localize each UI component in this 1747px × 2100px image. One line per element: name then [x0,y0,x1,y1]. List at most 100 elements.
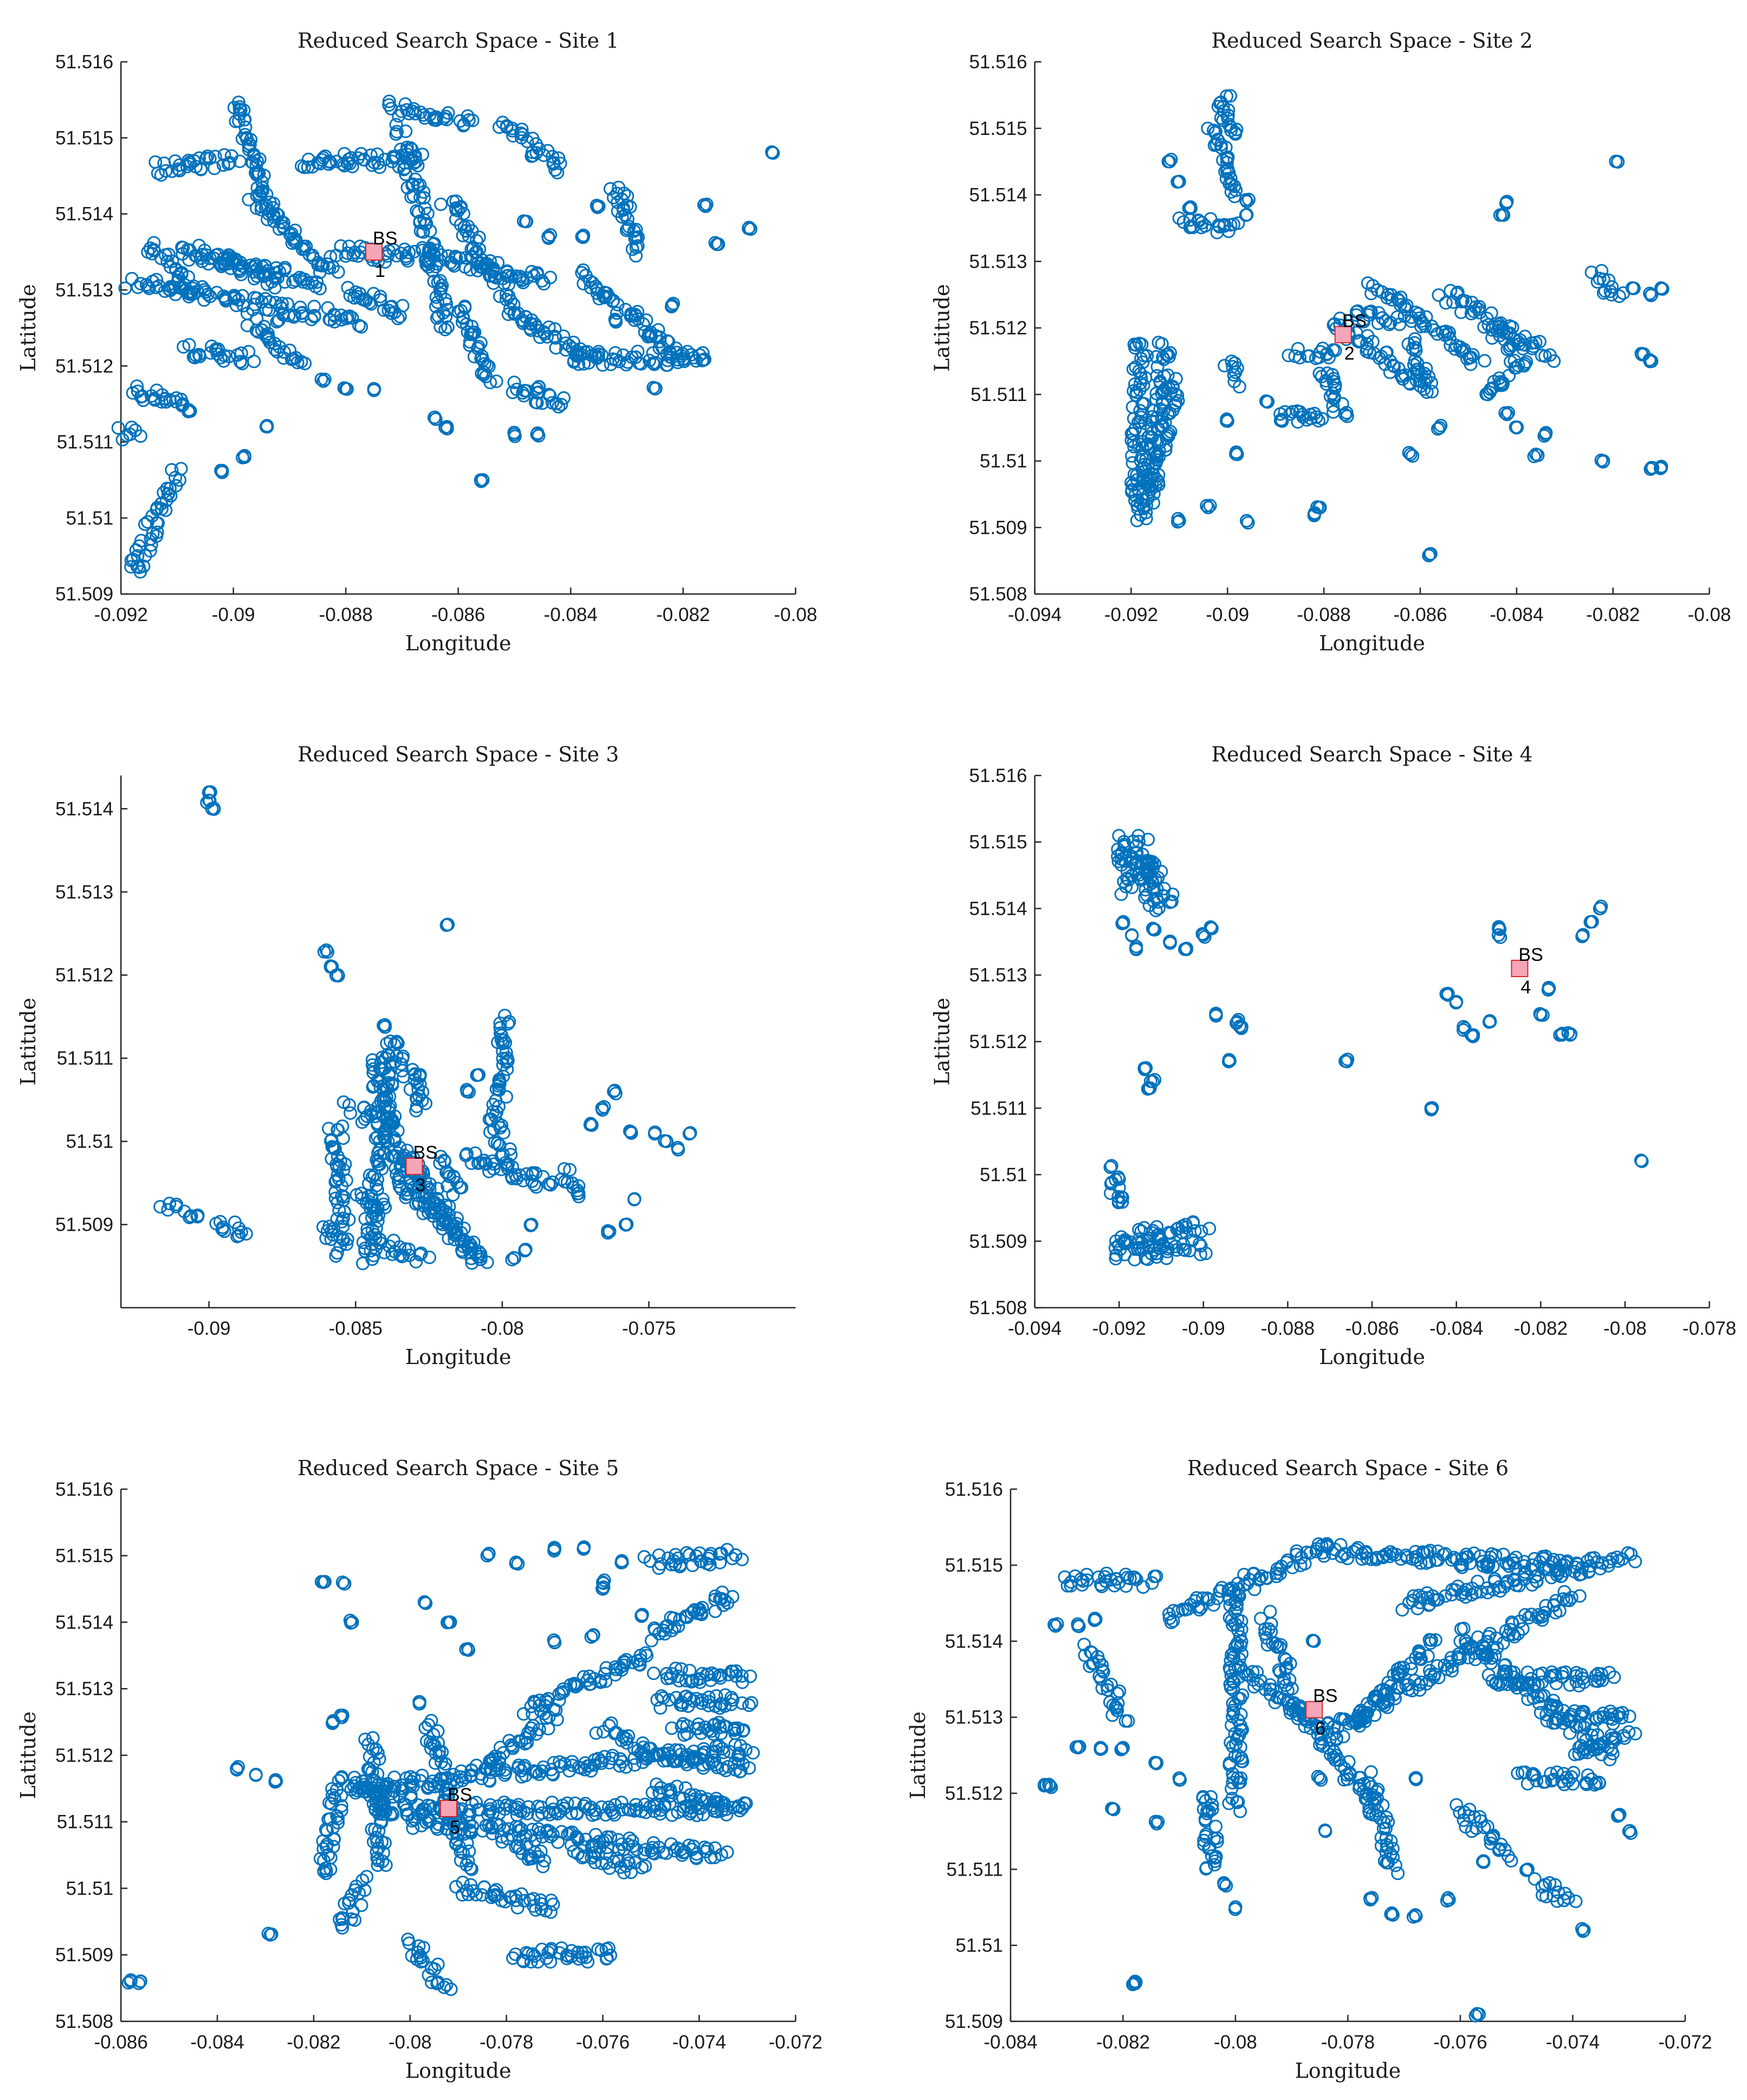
data-point [487,1162,501,1176]
y-tick-label: 51.511 [970,1098,1027,1119]
data-point [572,357,586,371]
data-point [423,1177,437,1191]
x-tick-label: -0.086 [94,2032,148,2053]
data-point [543,228,557,242]
y-tick-label: 51.513 [55,882,113,903]
data-point [238,113,252,127]
data-point [391,312,405,326]
data-point [532,380,546,394]
data-point [1150,453,1164,467]
data-point [393,1240,407,1254]
data-point [554,398,568,412]
x-tick-label: -0.09 [1206,604,1249,625]
data-point [1218,359,1232,373]
data-point [147,243,161,257]
y-tick-label: 51.512 [55,356,113,377]
data-point [455,1243,469,1257]
data-point [1172,211,1186,225]
data-point [1129,338,1143,352]
y-tick-label: 51.512 [969,1031,1027,1052]
data-point [118,281,132,295]
data-point [1229,183,1243,197]
data-point [217,348,231,363]
data-point [288,223,302,237]
x-tick-label: -0.08 [389,2032,432,2053]
data-point [350,1188,364,1202]
data-point [231,257,245,272]
y-tick-label: 51.514 [55,798,113,819]
y-tick-label: 51.511 [947,1859,1003,1880]
data-point [1628,1727,1642,1741]
data-point [159,164,173,178]
data-point [433,320,448,334]
data-point [314,372,328,386]
data-point [396,299,410,313]
data-point [515,122,529,137]
data-point [131,549,145,563]
data-point [433,1149,448,1164]
data-point [462,1236,476,1250]
data-point [487,276,501,290]
data-point [200,149,215,163]
data-point [329,1249,343,1263]
data-point [1563,1726,1577,1740]
data-point [174,462,188,476]
data-point [318,372,332,386]
data-point [413,105,428,119]
data-point [446,1188,460,1202]
data-point [438,1205,452,1219]
data-point [1140,349,1154,363]
data-point [1418,376,1432,390]
data-points [1037,1537,1642,2023]
data-point [472,1245,486,1259]
data-point [203,794,217,808]
x-axis-label: Longitude [405,2059,512,2083]
data-point [406,102,420,116]
x-axis-label: Longitude [1319,631,1425,655]
data-point [357,1100,371,1114]
data-point [278,275,292,289]
data-point [462,229,476,243]
data-point [1195,216,1209,230]
x-axis-label: Longitude [1295,2059,1401,2083]
data-point [259,419,273,434]
y-tick-label: 51.509 [945,2011,1003,2032]
data-point [142,281,156,295]
y-tick-label: 51.51 [66,1878,114,1899]
data-point [496,1126,510,1140]
data-point [370,1106,384,1120]
data-point [431,295,445,309]
y-tick-label: 51.515 [945,1555,1003,1576]
chart-title: Reduced Search Space - Site 3 [297,742,619,766]
data-point [352,319,366,333]
data-point [222,350,236,364]
x-tick-label: -0.08 [1214,2032,1257,2053]
y-tick-label: 51.511 [57,432,113,453]
data-point [1261,395,1275,409]
data-point [700,197,714,211]
base-station-id: 1 [375,261,385,281]
x-tick-label: -0.075 [622,1318,676,1339]
data-point [407,244,422,259]
data-point [622,219,636,234]
data-point [364,297,378,311]
data-point [431,309,445,323]
data-point [215,463,229,477]
data-point [1403,447,1418,461]
data-point [1422,548,1436,563]
data-point [1387,359,1401,373]
data-point [239,1227,253,1241]
data-point [134,534,148,548]
data-point [456,229,470,243]
data-point [1411,365,1425,379]
data-point [371,1116,385,1130]
data-point [475,349,489,363]
data-point [1418,319,1432,333]
data-point [501,1017,515,1031]
data-point [373,289,387,303]
data-point [165,254,179,268]
data-point [1161,154,1175,169]
base-station-marker [1334,326,1352,344]
data-point [331,1196,345,1210]
data-point [571,347,585,361]
